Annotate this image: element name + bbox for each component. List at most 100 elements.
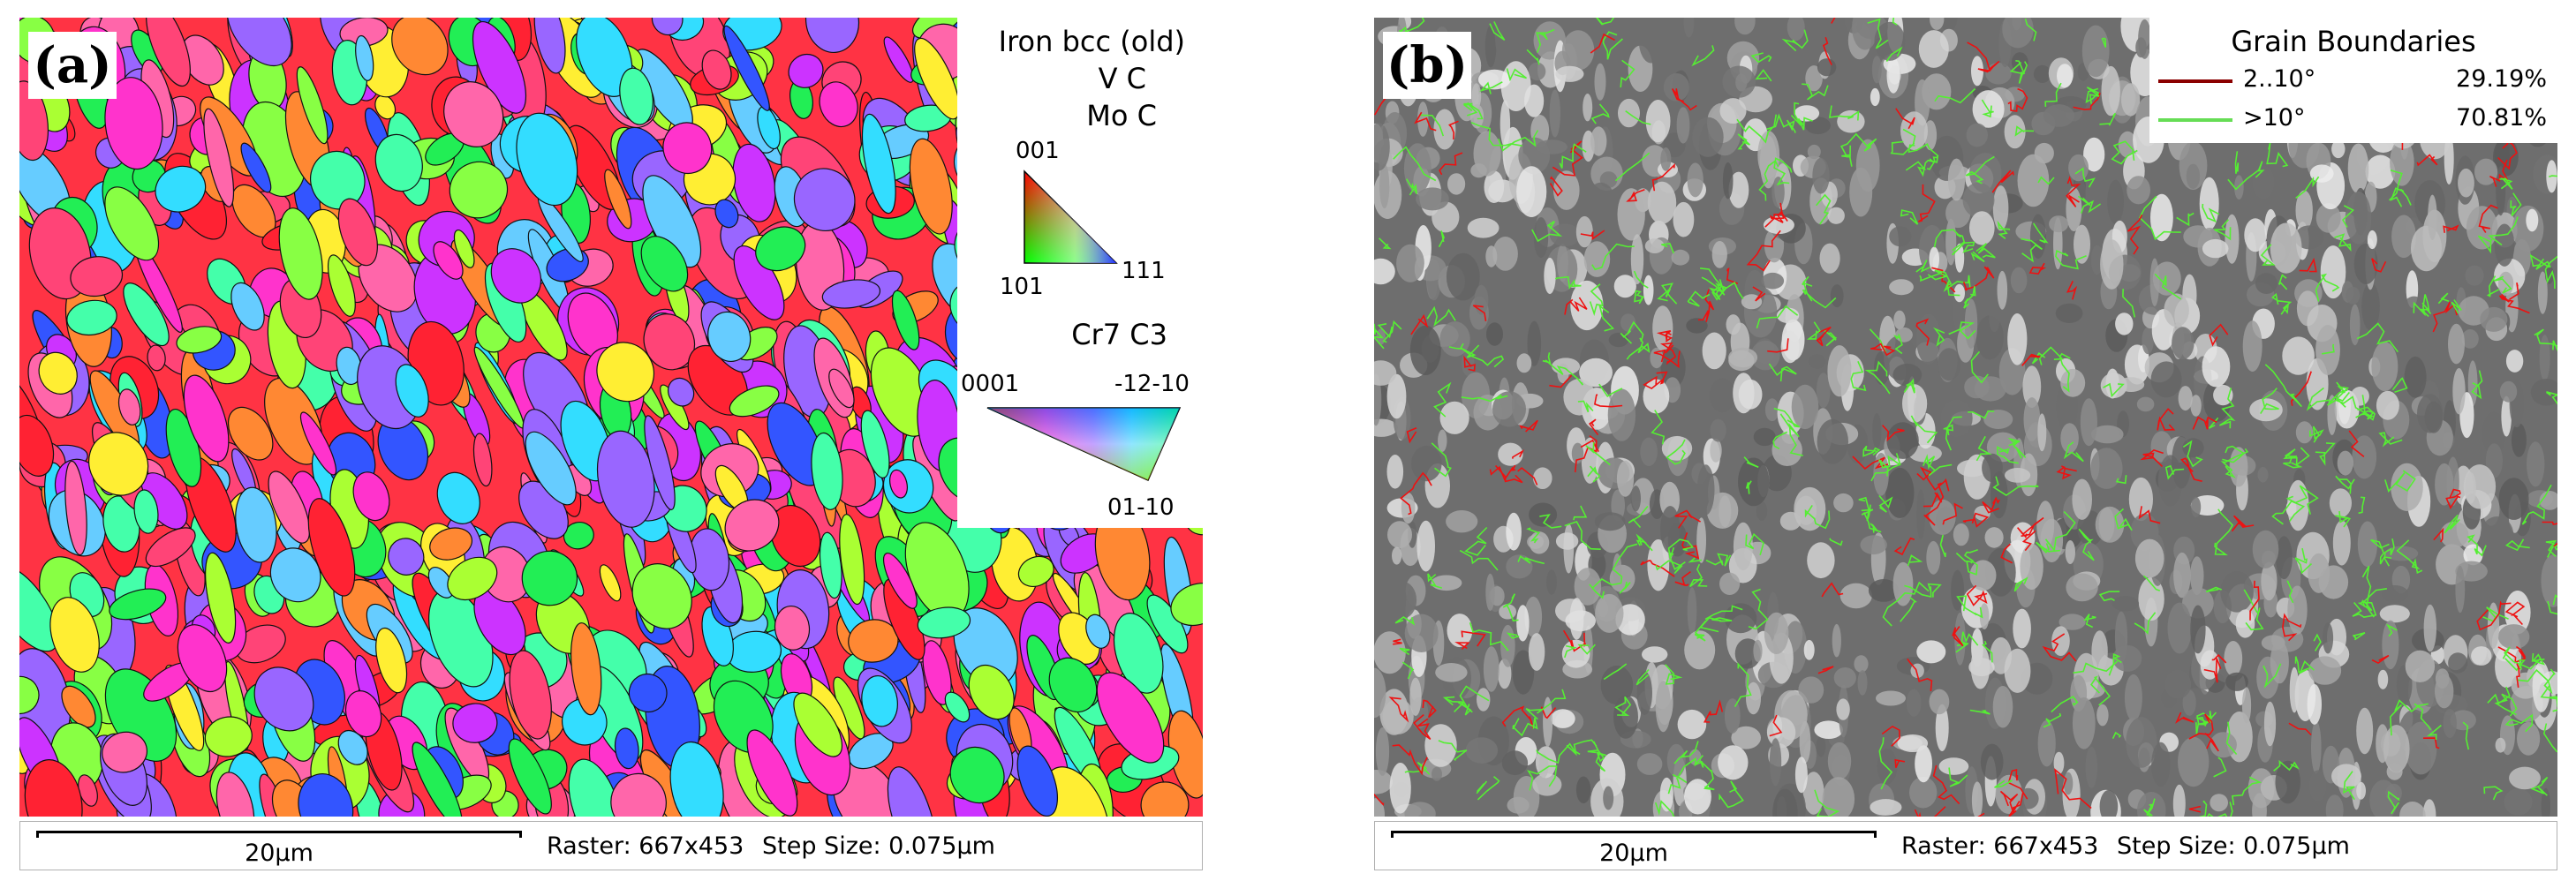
- boundary-mark: [1660, 342, 1677, 365]
- boundary-mark: [2024, 18, 2037, 41]
- particle-mark: [2178, 386, 2193, 411]
- particle-mark: [1750, 340, 1780, 371]
- particle-mark: [1374, 258, 1395, 285]
- boundary-mark: [1994, 779, 2013, 788]
- grain-mark: [516, 112, 578, 207]
- particle-mark: [1833, 493, 1854, 513]
- ipf-cubic-111-label: 111: [1122, 258, 1166, 284]
- particle-mark: [1486, 322, 1503, 346]
- boundary-mark: [1672, 755, 1704, 784]
- boundary-mark: [1666, 439, 1686, 465]
- boundary-mark: [1635, 533, 1653, 552]
- boundary-mark: [1404, 761, 1431, 775]
- particle-mark: [1780, 330, 1800, 364]
- particle-mark: [1660, 147, 1672, 171]
- particle-mark: [2241, 687, 2252, 724]
- boundary-mark: [1691, 45, 1715, 67]
- boundary-mark: [2326, 395, 2370, 416]
- particle-mark: [2357, 521, 2377, 568]
- boundary-mark: [2476, 600, 2512, 631]
- particle-mark: [1799, 720, 1811, 764]
- particle-mark: [1613, 275, 1636, 298]
- particle-mark: [2509, 766, 2541, 790]
- boundary-mark: [1379, 237, 1392, 250]
- boundary-mark: [1426, 305, 1456, 328]
- grain-mark: [861, 674, 898, 727]
- particle-mark: [1613, 553, 1622, 586]
- boundary-mark: [1939, 534, 1946, 558]
- boundary-mark: [2066, 281, 2078, 300]
- boundary-mark: [2059, 352, 2071, 393]
- phase-moc: Mo C: [1086, 99, 1157, 132]
- particle-mark: [1954, 612, 1966, 666]
- particle-mark: [2191, 496, 2202, 518]
- boundary-mark: [2054, 768, 2092, 809]
- panel-a-label: (a): [28, 32, 117, 99]
- boundary-mark: [2510, 192, 2522, 217]
- particle-mark: [2037, 719, 2056, 767]
- grain-mark: [19, 80, 49, 162]
- particle-mark: [2367, 230, 2377, 250]
- boundary-mark: [1736, 114, 1778, 144]
- boundary-mark: [1643, 371, 1668, 390]
- particle-mark: [2059, 614, 2086, 630]
- boundary-mark: [1472, 305, 1487, 322]
- boundary-mark: [1952, 241, 1975, 256]
- particle-mark: [2435, 674, 2454, 709]
- particle-mark: [1819, 243, 1840, 274]
- boundary-mark: [2143, 809, 2153, 817]
- particle-mark: [1724, 698, 1741, 734]
- boundary-mark: [1479, 81, 1503, 94]
- grain-mark: [643, 313, 696, 371]
- grain-mark: [891, 290, 920, 350]
- particle-mark: [1827, 345, 1852, 397]
- boundary-mark: [2437, 292, 2450, 305]
- particle-mark: [2541, 787, 2550, 817]
- boundary-mark: [2547, 594, 2557, 615]
- grain-mark: [667, 377, 695, 407]
- boundary-mark: [2335, 475, 2355, 494]
- boundary-mark: [1942, 502, 1963, 525]
- boundary-mark: [1628, 505, 1649, 529]
- particle-mark: [1711, 241, 1727, 268]
- particle-mark: [1710, 418, 1726, 442]
- boundary-mark: [1619, 581, 1631, 594]
- particle-mark: [2029, 214, 2046, 260]
- particle-mark: [1990, 471, 2008, 519]
- grain-mark: [227, 406, 274, 461]
- scale-bar-line: [1391, 831, 1877, 838]
- scale-bar-label: 20µm: [1599, 840, 1668, 867]
- particle-mark: [2345, 192, 2372, 245]
- boundary-mark: [2358, 496, 2366, 515]
- boundary-mark: [1400, 471, 1432, 516]
- particle-mark: [1791, 384, 1819, 430]
- particle-mark: [1375, 727, 1390, 776]
- boundary-mark: [2122, 289, 2136, 318]
- grain-mark: [230, 282, 265, 331]
- particle-mark: [2504, 591, 2531, 635]
- particle-mark: [1447, 173, 1466, 195]
- grain-mark: [755, 226, 806, 272]
- particle-mark: [1776, 307, 1800, 323]
- particle-mark: [2138, 19, 2151, 59]
- particle-mark: [2399, 802, 2426, 817]
- boundary-mark: [2085, 87, 2100, 104]
- boundary-mark: [1549, 374, 1573, 388]
- particle-mark: [2055, 303, 2083, 323]
- particle-mark: [2202, 238, 2229, 259]
- boundary-mark: [1635, 669, 1650, 686]
- grain-mark: [860, 410, 890, 478]
- particle-mark: [2381, 585, 2409, 603]
- grain-mark: [887, 766, 936, 817]
- boundary-mark: [1948, 321, 1976, 340]
- grain-mark: [770, 504, 821, 568]
- boundary-mark: [1463, 355, 1476, 372]
- boundary-mark: [2142, 575, 2161, 591]
- boundary-mark: [1457, 701, 1472, 716]
- particle-mark: [1918, 30, 1949, 68]
- boundary-mark: [2176, 212, 2195, 227]
- boundary-mark: [2466, 534, 2487, 557]
- particle-mark: [2085, 746, 2098, 788]
- particle-mark: [1769, 738, 1782, 787]
- boundary-mark: [1620, 59, 1635, 88]
